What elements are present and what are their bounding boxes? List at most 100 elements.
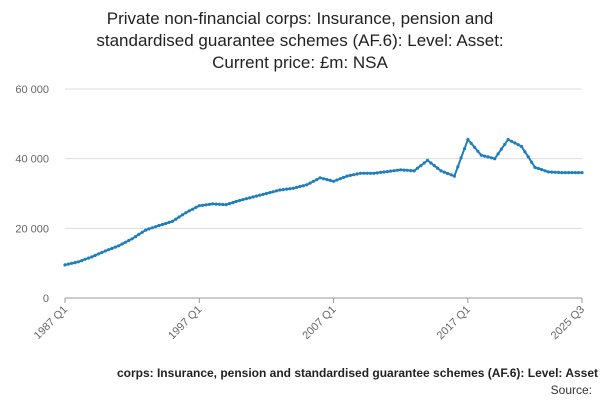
data-point (462, 147, 467, 151)
data-point (372, 171, 376, 175)
data-point (429, 161, 433, 165)
data-point (543, 169, 547, 173)
data-point (164, 221, 168, 226)
data-point (352, 173, 356, 177)
data-point (560, 171, 564, 175)
data-point (221, 202, 225, 207)
data-point (301, 184, 305, 188)
data-point (496, 152, 500, 156)
data-point (90, 255, 94, 259)
data-point (63, 263, 67, 267)
data-point (97, 252, 101, 256)
data-point (479, 153, 483, 157)
data-point (536, 166, 541, 171)
data-point (150, 226, 154, 230)
data-point (311, 179, 315, 183)
data-point (355, 172, 359, 176)
data-point (258, 193, 262, 197)
data-point (402, 168, 406, 172)
data-point (405, 168, 409, 172)
data-point (177, 215, 181, 219)
data-point (489, 156, 493, 160)
data-point (130, 237, 134, 241)
data-point (127, 238, 131, 243)
data-point (191, 207, 195, 211)
data-point (137, 232, 141, 236)
data-point (419, 164, 423, 168)
data-point (556, 170, 561, 174)
x-tick-label: 1997 Q1 (166, 304, 204, 342)
data-point (197, 204, 201, 208)
data-point (358, 171, 362, 175)
data-point (503, 142, 507, 146)
data-point (573, 171, 577, 175)
data-point (140, 230, 144, 234)
data-point (567, 171, 571, 175)
data-point (389, 169, 393, 173)
data-point (375, 171, 379, 175)
data-point (107, 248, 111, 252)
data-point (318, 176, 322, 180)
axes: 0 20 000 40 000 60 000 1987 Q1 1997 Q1 2007 Q1… (15, 84, 587, 342)
data-point (174, 217, 178, 221)
data-point (100, 250, 104, 255)
data-point (241, 198, 245, 202)
data-point (325, 178, 329, 182)
data-point (120, 242, 124, 246)
data-point (338, 177, 342, 181)
data-point (335, 178, 339, 182)
title-line-2: standardised guarantee schemes (AF.6): L… (96, 31, 504, 50)
data-point (328, 178, 332, 182)
series-points (63, 137, 584, 267)
data-point (264, 191, 268, 196)
data-point (204, 203, 208, 207)
data-point (516, 143, 520, 147)
data-point (291, 186, 295, 190)
data-point (231, 201, 235, 205)
data-point (452, 174, 456, 178)
data-point (248, 196, 252, 200)
data-point (368, 171, 373, 175)
data-point (66, 262, 70, 266)
data-point (422, 161, 426, 165)
data-point (365, 171, 369, 175)
data-point (432, 164, 436, 168)
data-point (392, 169, 396, 173)
data-point (86, 256, 91, 260)
data-point (308, 181, 312, 185)
data-point (298, 184, 302, 189)
data-point (170, 219, 174, 223)
data-point (412, 169, 416, 173)
data-point (285, 187, 289, 191)
data-point (305, 183, 309, 187)
data-point (332, 179, 336, 183)
data-point (83, 257, 87, 261)
data-point (73, 261, 77, 265)
data-point (553, 170, 557, 174)
data-point (254, 194, 258, 198)
footer-series-label: corps: Insurance, pension and standardis… (116, 366, 598, 380)
x-tick-label: 1987 Q1 (32, 304, 70, 342)
data-point (385, 170, 389, 174)
data-point (436, 166, 440, 170)
data-point (321, 177, 326, 181)
data-point (201, 203, 205, 207)
data-point (234, 199, 238, 204)
data-point (194, 205, 198, 209)
data-point (530, 160, 534, 164)
data-point (110, 246, 114, 250)
data-point (399, 168, 403, 172)
data-point (563, 171, 567, 175)
data-point (345, 174, 349, 178)
data-point (251, 195, 255, 199)
data-point (550, 170, 554, 174)
data-point (227, 202, 232, 206)
data-point (238, 198, 242, 203)
data-point (167, 220, 171, 224)
data-point (315, 178, 319, 182)
gridlines (65, 88, 582, 229)
data-point (211, 202, 215, 206)
data-point (224, 203, 228, 207)
data-point (70, 261, 74, 265)
data-point (379, 170, 383, 174)
